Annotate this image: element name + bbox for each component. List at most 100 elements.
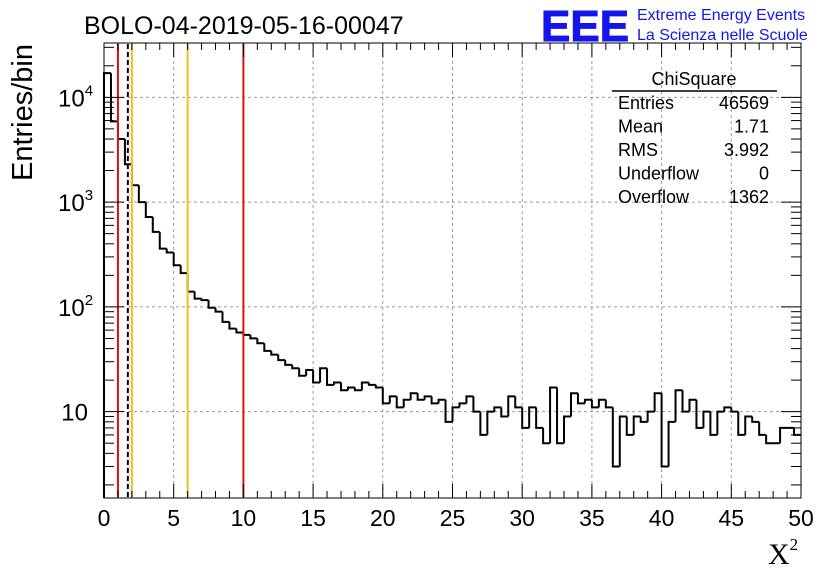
histogram-bin bbox=[319, 367, 328, 383]
histogram-bin bbox=[228, 321, 237, 330]
histogram-bin bbox=[751, 416, 760, 423]
histogram-bin bbox=[583, 398, 592, 404]
stats-box-title: ChiSquare bbox=[651, 69, 736, 89]
histogram-bin bbox=[437, 398, 446, 404]
y-tick-label: 104 bbox=[58, 82, 93, 112]
histogram-bin bbox=[569, 392, 578, 417]
x-tick-label: 0 bbox=[98, 505, 111, 531]
histogram-bin bbox=[597, 398, 606, 408]
histogram-bin bbox=[528, 406, 537, 428]
histogram-bin bbox=[339, 382, 348, 392]
histogram-bin bbox=[451, 406, 460, 422]
x-tick-label: 25 bbox=[440, 505, 466, 531]
axis-ticks bbox=[103, 43, 802, 498]
histogram-bin bbox=[758, 421, 767, 436]
histogram-bin bbox=[395, 396, 404, 409]
histogram-bin bbox=[590, 399, 599, 409]
stats-box: ChiSquare Entries 46569 Mean 1.71 RMS 3.992 Un… bbox=[612, 69, 777, 207]
histogram-bin bbox=[130, 164, 139, 187]
histogram-bin bbox=[430, 396, 439, 405]
stats-row-value: 3.992 bbox=[724, 140, 769, 160]
histogram-bin bbox=[639, 416, 648, 423]
histogram-bin bbox=[646, 410, 655, 422]
y-tick-label-base: 10 bbox=[58, 85, 85, 112]
histogram-bin bbox=[660, 393, 669, 468]
histogram-bin bbox=[298, 368, 307, 377]
y-tick-label-exp: 4 bbox=[85, 82, 93, 99]
reference-lines bbox=[116, 44, 245, 497]
histogram-bin bbox=[514, 396, 523, 409]
eee-logo-mark: EEE bbox=[541, 2, 629, 51]
chart-title: BOLO-04-2019-05-16-00047 bbox=[84, 12, 404, 40]
eee-logo: EEE Extreme Energy Events La Scienza nel… bbox=[541, 2, 808, 52]
histogram-bin bbox=[214, 307, 223, 313]
histogram-bin bbox=[653, 392, 662, 412]
histogram-bin bbox=[611, 407, 620, 468]
histogram-bin bbox=[360, 381, 369, 391]
stats-row-value: 1362 bbox=[729, 187, 769, 207]
stats-row-value: 46569 bbox=[719, 93, 769, 113]
x-axis-title-main: X bbox=[768, 538, 790, 571]
histogram-bin bbox=[353, 387, 362, 392]
histogram-bin bbox=[730, 407, 739, 413]
histogram-bin bbox=[277, 354, 286, 362]
histogram-bin bbox=[109, 73, 118, 123]
histogram-bin bbox=[472, 396, 481, 413]
histogram-bin bbox=[674, 389, 683, 422]
x-tick-label: 10 bbox=[231, 505, 257, 531]
stats-row-label: Entries bbox=[618, 93, 674, 113]
histogram-bin bbox=[284, 360, 293, 366]
histogram-bin bbox=[493, 406, 502, 412]
histogram-bin bbox=[144, 202, 153, 219]
histogram-bin bbox=[604, 399, 613, 409]
x-tick-label: 50 bbox=[788, 505, 814, 531]
eee-logo-line1: Extreme Energy Events bbox=[637, 7, 805, 24]
histogram-bin bbox=[465, 395, 474, 404]
histogram-bin bbox=[632, 415, 641, 435]
histogram-bin bbox=[165, 248, 174, 254]
histogram-bin bbox=[249, 334, 258, 340]
histogram-bin bbox=[681, 390, 690, 413]
histogram-bin bbox=[709, 411, 718, 436]
histogram-bin bbox=[423, 395, 432, 400]
histogram-bin bbox=[207, 300, 216, 309]
histogram-bin bbox=[618, 415, 627, 467]
histogram-bin bbox=[402, 398, 411, 408]
x-tick-label: 5 bbox=[167, 505, 180, 531]
histogram-bin bbox=[667, 420, 676, 467]
y-tick-label: 103 bbox=[58, 187, 93, 217]
histogram-bin bbox=[542, 427, 551, 445]
histogram-bin bbox=[576, 393, 585, 405]
histogram-bin bbox=[312, 369, 321, 384]
eee-logo-line2: La Scienza nelle Scuole bbox=[637, 27, 808, 44]
histogram-bin bbox=[416, 393, 425, 401]
histogram-bin bbox=[116, 121, 125, 141]
x-axis-title: X2 bbox=[768, 535, 798, 571]
stats-row-label: Mean bbox=[618, 117, 663, 137]
histogram-bin bbox=[779, 426, 788, 444]
histogram-bin bbox=[242, 332, 251, 336]
x-tick-label: 15 bbox=[300, 505, 326, 531]
stats-row-value: 0 bbox=[759, 164, 769, 184]
histogram-bin bbox=[103, 72, 111, 498]
histogram-bin bbox=[333, 381, 341, 385]
histogram-bin bbox=[123, 139, 132, 166]
histogram-bin bbox=[388, 395, 397, 404]
histogram-bin bbox=[200, 298, 209, 302]
histogram-bin bbox=[291, 364, 300, 370]
stats-row-label: RMS bbox=[618, 140, 658, 160]
histogram-bin bbox=[486, 410, 495, 435]
histogram-bin bbox=[179, 265, 188, 275]
stats-row-label: Overflow bbox=[618, 187, 690, 207]
histogram-bin bbox=[723, 406, 732, 412]
histogram-bin bbox=[367, 382, 376, 386]
grid-lines bbox=[104, 43, 801, 498]
histogram-bin bbox=[688, 398, 697, 412]
histogram-bin bbox=[151, 217, 160, 233]
x-tick-label: 35 bbox=[579, 505, 605, 531]
y-tick-label-exp: 2 bbox=[85, 292, 93, 309]
x-axis-title-sup: 2 bbox=[790, 535, 799, 554]
histogram-bin bbox=[500, 407, 509, 418]
histogram-bin bbox=[326, 368, 335, 386]
histogram-bin bbox=[221, 311, 230, 323]
